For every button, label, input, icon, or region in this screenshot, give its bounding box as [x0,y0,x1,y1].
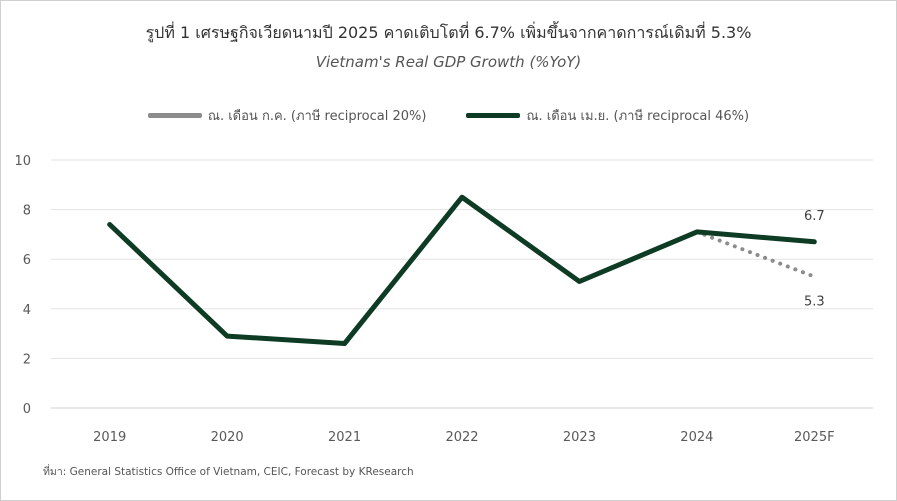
y-tick-label-4: 4 [23,303,31,318]
chart-legend: ณ. เดือน ก.ค. (ภาษี reciprocal 20%) ณ. เ… [1,105,896,126]
legend-item-april: ณ. เดือน เม.ย. (ภาษี reciprocal 46%) [466,105,749,126]
x-tick-label-2025F: 2025F [794,430,835,445]
chart-source-note: ที่มา: General Statistics Office of Viet… [43,466,414,478]
data-label-1: 5.3 [804,295,825,310]
y-tick-label-8: 8 [23,204,31,219]
series-line-0 [694,229,817,279]
chart-title: รูปที่ 1 เศรษฐกิจเวียดนามปี 2025 คาดเติบ… [145,23,752,42]
y-tick-label-10: 10 [14,154,31,169]
chart-subtitle: Vietnam's Real GDP Growth (%YoY) [315,53,582,71]
y-tick-label-6: 6 [23,253,31,268]
x-tick-label-2024: 2024 [680,430,713,445]
x-tick-label-2020: 2020 [211,430,244,445]
legend-label-april: ณ. เดือน เม.ย. (ภาษี reciprocal 46%) [526,109,750,124]
legend-swatch-april [466,113,521,118]
y-tick-label-2: 2 [23,352,31,367]
x-tick-label-2022: 2022 [445,430,478,445]
legend-item-july: ณ. เดือน ก.ค. (ภาษี reciprocal 20%) [147,105,427,126]
x-tick-label-2019: 2019 [93,430,126,445]
series-line-1 [107,194,817,346]
legend-swatch-july [147,113,202,118]
x-tick-label-2023: 2023 [563,430,596,445]
x-tick-label-2021: 2021 [328,430,361,445]
data-label-0: 6.7 [804,209,825,224]
y-tick-label-0: 0 [23,402,31,417]
legend-label-july: ณ. เดือน ก.ค. (ภาษี reciprocal 20%) [207,109,427,124]
